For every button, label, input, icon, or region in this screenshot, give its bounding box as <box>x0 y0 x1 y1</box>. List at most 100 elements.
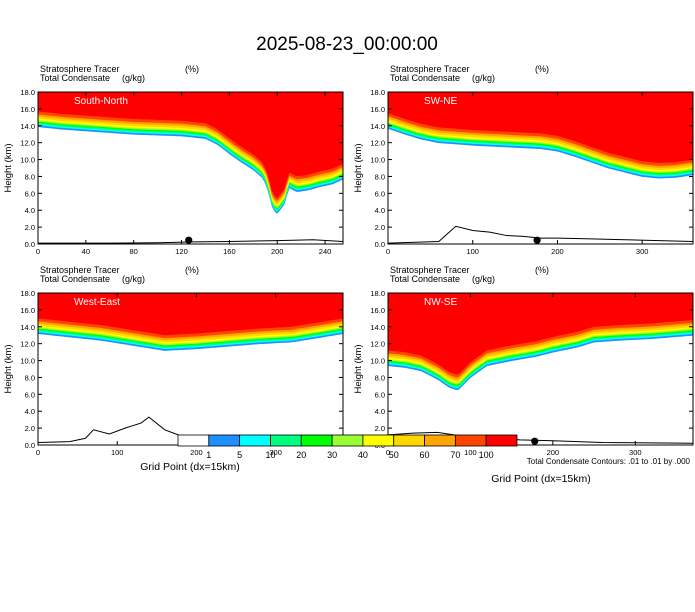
y-tick-label: 16.0 <box>20 105 35 114</box>
colorbar-tick-label: 60 <box>420 450 430 460</box>
panel-frame <box>37 91 344 245</box>
terrain-line <box>388 225 693 244</box>
panel-contour-units: (g/kg) <box>122 73 145 83</box>
x-tick-label: 240 <box>319 247 332 256</box>
y-axis-label: Height (km) <box>353 344 364 393</box>
contour-note: Total Condensate Contours: .01 to .01 by… <box>527 457 691 466</box>
y-tick-label: 12.0 <box>370 340 385 349</box>
colorbar-bin <box>485 434 518 447</box>
x-tick-label: 300 <box>269 448 282 457</box>
x-tick-label: 200 <box>190 448 203 457</box>
panel-name: South-North <box>74 96 128 107</box>
y-tick-label: 16.0 <box>370 306 385 315</box>
y-tick-label: 8.0 <box>375 373 385 382</box>
y-tick-label: 8.0 <box>25 172 35 181</box>
y-tick-label: 14.0 <box>370 122 385 131</box>
colorbar-bin <box>393 434 425 447</box>
panel-contour-label: Total Condensate <box>40 73 110 83</box>
panel-var-label: Stratosphere Tracer <box>40 64 120 74</box>
x-tick-label: 200 <box>547 448 560 457</box>
y-tick-label: 14.0 <box>20 122 35 131</box>
x-axis-label-left: Grid Point (dx=15km) <box>140 461 240 473</box>
y-tick-label: 14.0 <box>370 323 385 332</box>
tracer-band-100 <box>38 92 343 199</box>
panel-name: West-East <box>74 297 120 308</box>
y-axis-label: Height (km) <box>353 143 364 192</box>
tracer-field <box>388 92 693 179</box>
colorbar-tick-label: 20 <box>296 450 306 460</box>
tracer-band-100 <box>38 293 343 336</box>
panel-var-label: Stratosphere Tracer <box>40 265 120 275</box>
figure-title: 2025-08-23_00:00:00 <box>256 34 438 55</box>
y-axis-label: Height (km) <box>3 143 14 192</box>
y-tick-label: 8.0 <box>375 172 385 181</box>
colorbar-tick-label: 10 <box>265 450 275 460</box>
colorbar-bin <box>362 434 395 447</box>
x-tick-label: 300 <box>636 247 649 256</box>
location-marker <box>185 236 193 244</box>
x-tick-label: 40 <box>82 247 90 256</box>
y-tick-label: 0.0 <box>25 441 35 450</box>
colorbar-tick-label: 50 <box>389 450 399 460</box>
x-tick-label: 0 <box>36 448 40 457</box>
colorbar-bin <box>270 434 302 447</box>
panel-contour-units: (g/kg) <box>472 73 495 83</box>
panel-south-north: Stratosphere Tracer (%) Total Condensate (g… <box>3 64 344 256</box>
y-tick-label: 16.0 <box>20 306 35 315</box>
panel-frame <box>387 91 694 245</box>
location-marker <box>533 236 541 244</box>
terrain-line <box>38 239 343 244</box>
y-tick-label: 18.0 <box>20 289 35 298</box>
y-tick-label: 0.0 <box>25 240 35 249</box>
tracer-field <box>38 293 343 351</box>
panel-var-units: (%) <box>535 64 549 74</box>
panel-var-units: (%) <box>535 265 549 275</box>
tracer-band-100 <box>388 293 693 375</box>
y-tick-label: 12.0 <box>370 139 385 148</box>
panel-name: SW-NE <box>424 96 457 107</box>
y-tick-label: 18.0 <box>370 289 385 298</box>
y-tick-label: 2.0 <box>375 223 385 232</box>
tracer-band-100 <box>388 92 693 163</box>
panel-contour-units: (g/kg) <box>472 274 495 284</box>
colorbar-tick-label: 40 <box>358 450 368 460</box>
colorbar-bin <box>300 434 333 447</box>
colorbar-bin <box>424 434 456 447</box>
colorbar-bin <box>208 434 241 447</box>
x-tick-label: 80 <box>130 247 138 256</box>
y-tick-label: 12.0 <box>20 139 35 148</box>
y-tick-label: 0.0 <box>375 240 385 249</box>
y-tick-label: 18.0 <box>370 88 385 97</box>
y-tick-label: 4.0 <box>25 407 35 416</box>
colorbar: 1 5 10 20 30 40 50 60 70 100 <box>177 434 518 460</box>
x-tick-label: 0 <box>36 247 40 256</box>
y-tick-label: 4.0 <box>25 206 35 215</box>
panel-nw-se: Stratosphere Tracer (%) Total Condensate (g… <box>353 265 694 457</box>
x-tick-label: 200 <box>551 247 564 256</box>
location-marker <box>531 437 539 445</box>
panel-contour-label: Total Condensate <box>390 73 460 83</box>
y-tick-label: 6.0 <box>25 189 35 198</box>
colorbar-tick-label: 5 <box>237 450 242 460</box>
panel-name: NW-SE <box>424 297 457 308</box>
y-tick-label: 10.0 <box>20 357 35 366</box>
y-tick-label: 16.0 <box>370 105 385 114</box>
panel-var-label: Stratosphere Tracer <box>390 64 470 74</box>
y-tick-label: 2.0 <box>375 424 385 433</box>
x-tick-label: 300 <box>629 448 642 457</box>
y-tick-label: 6.0 <box>375 189 385 198</box>
y-tick-label: 10.0 <box>20 156 35 165</box>
colorbar-tick-label: 1 <box>206 450 211 460</box>
y-tick-label: 2.0 <box>25 424 35 433</box>
x-tick-label: 100 <box>464 448 477 457</box>
y-tick-label: 12.0 <box>20 340 35 349</box>
y-tick-label: 14.0 <box>20 323 35 332</box>
panel-var-units: (%) <box>185 64 199 74</box>
panels: Stratosphere Tracer (%) Total Condensate (g… <box>3 64 694 485</box>
colorbar-tick-label: 30 <box>327 450 337 460</box>
panel-contour-units: (g/kg) <box>122 274 145 284</box>
panel-contour-label: Total Condensate <box>390 274 460 284</box>
x-tick-label: 100 <box>111 448 124 457</box>
colorbar-bin <box>454 434 487 447</box>
